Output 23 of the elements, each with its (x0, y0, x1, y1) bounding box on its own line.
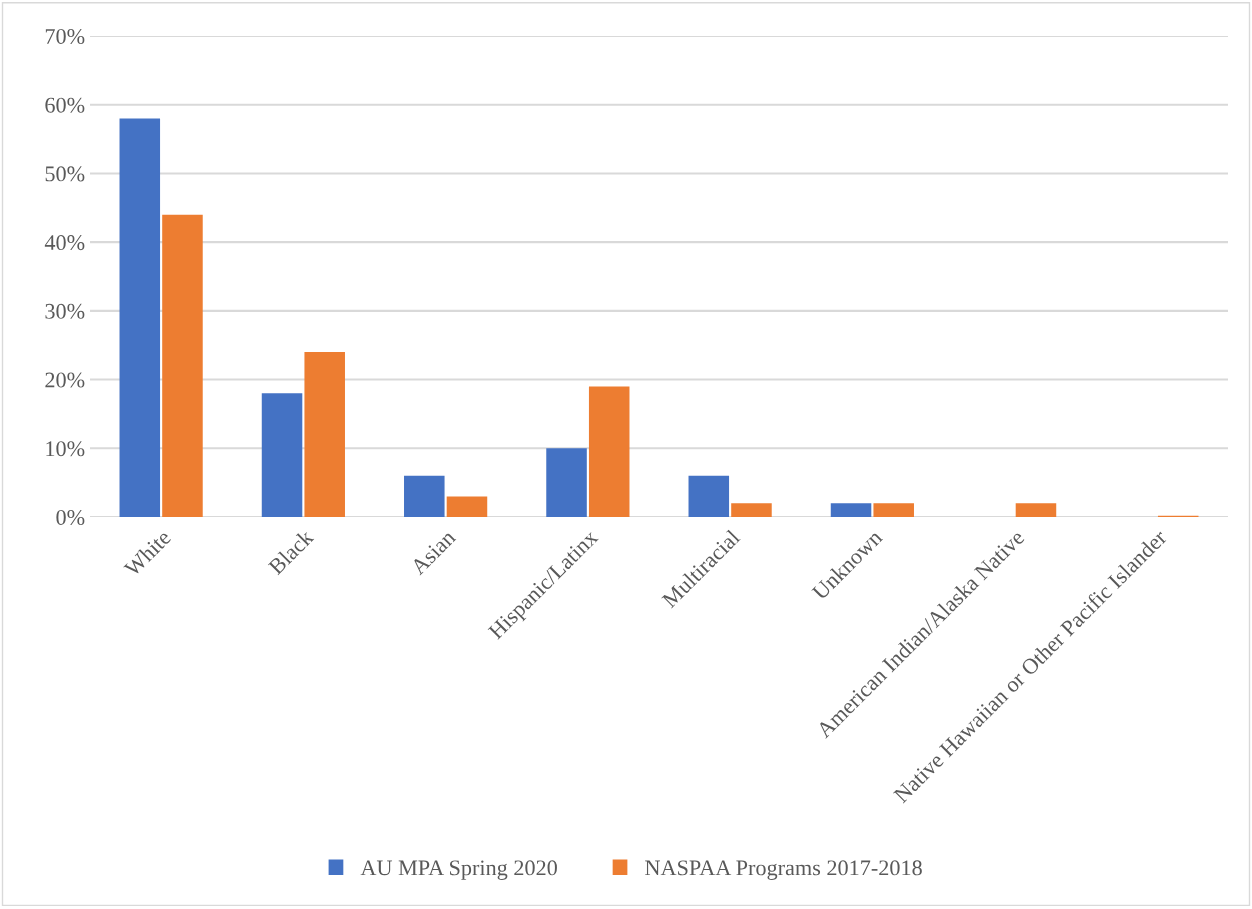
bar (830, 503, 872, 517)
y-tick-label: 10% (46, 441, 85, 457)
y-tick-label: 40% (44, 235, 85, 251)
bar (446, 496, 488, 517)
bar (546, 448, 587, 517)
y-tick-label: 50% (45, 166, 85, 182)
bar (688, 475, 730, 517)
legend-label: NASPAA Programs 2017-2018 (645, 860, 922, 880)
y-tick-label: 0% (56, 509, 85, 525)
bar (873, 503, 914, 517)
y-tick-label: 70% (45, 28, 85, 44)
bar (261, 393, 303, 517)
legend-label: AU MPA Spring 2020 (360, 860, 557, 880)
bar (731, 503, 772, 517)
bar (304, 352, 345, 517)
y-tick-label: 30% (45, 303, 85, 319)
bar (404, 475, 445, 517)
y-tick-label: 20% (45, 372, 85, 388)
bar (1015, 503, 1057, 517)
bar (588, 386, 630, 517)
bar (119, 118, 161, 517)
y-tick-label: 60% (45, 97, 85, 113)
bar (162, 214, 203, 517)
